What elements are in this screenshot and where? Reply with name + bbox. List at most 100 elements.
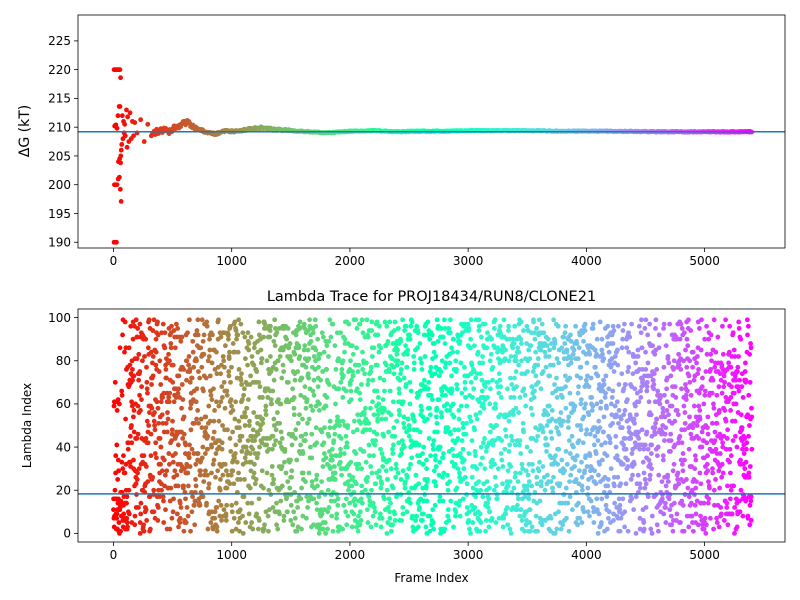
lambda-point <box>260 395 265 400</box>
lambda-point <box>393 461 399 467</box>
lambda-point <box>137 530 143 536</box>
lambda-point <box>652 351 658 357</box>
lambda-point <box>445 513 451 519</box>
lambda-point <box>582 405 587 411</box>
lambda-point <box>649 530 655 536</box>
lambda-point <box>206 481 212 487</box>
lambda-point <box>391 328 397 333</box>
lambda-point <box>379 416 385 422</box>
lambda-point <box>407 401 413 407</box>
lambda-point <box>185 470 191 476</box>
lambda-point <box>506 448 512 454</box>
lambda-point <box>219 446 225 452</box>
lambda-point <box>665 354 671 359</box>
lambda-point <box>356 362 362 368</box>
lambda-point <box>135 470 140 476</box>
lambda-point <box>384 530 390 536</box>
lambda-point <box>612 354 618 359</box>
lambda-point <box>348 459 354 465</box>
lambda-point <box>292 377 298 383</box>
lambda-point <box>386 369 392 374</box>
lambda-point <box>206 485 211 491</box>
lambda-point <box>449 388 455 394</box>
lambda-point <box>607 440 613 446</box>
lambda-point <box>221 358 227 364</box>
lambda-point <box>209 444 215 450</box>
lambda-point <box>187 317 192 323</box>
lambda-point <box>720 323 725 329</box>
lambda-point <box>299 375 305 381</box>
dg-point <box>116 174 122 180</box>
lambda-point <box>236 418 242 424</box>
lambda-point <box>192 498 198 504</box>
lambda-point <box>350 429 356 435</box>
lambda-point <box>141 522 147 528</box>
lambda-point <box>743 459 749 465</box>
lambda-point <box>529 384 535 390</box>
lambda-point <box>701 526 707 532</box>
lambda-point <box>649 513 655 519</box>
lambda-point <box>171 496 176 502</box>
lambda-point <box>145 440 151 446</box>
lambda-point <box>345 423 351 428</box>
lambda-point <box>188 528 193 534</box>
lambda-point <box>437 498 443 504</box>
lambda-point <box>487 509 493 515</box>
lambda-point <box>153 440 159 446</box>
lambda-point <box>241 494 247 500</box>
lambda-point <box>118 528 123 534</box>
lambda-point <box>672 384 678 390</box>
lambda-point <box>446 518 452 523</box>
lambda-point <box>546 403 552 409</box>
lambda-point <box>583 431 589 437</box>
lambda-point <box>375 395 381 400</box>
lambda-point <box>180 436 186 441</box>
lambda-point <box>306 356 312 362</box>
lambda-point <box>610 341 616 346</box>
lambda-point <box>507 479 513 484</box>
lambda-point <box>275 526 281 532</box>
lambda-point <box>462 386 468 392</box>
lambda-point <box>598 520 604 525</box>
lambda-point <box>641 446 647 452</box>
lambda-point <box>656 472 662 478</box>
lambda-point <box>604 453 610 459</box>
lambda-point <box>590 321 596 327</box>
dg-x-tick-label: 5000 <box>689 254 720 268</box>
lambda-point <box>220 423 225 428</box>
lambda-point <box>738 336 744 342</box>
lambda-point <box>138 500 144 506</box>
lambda-point <box>168 341 174 346</box>
lambda-point <box>315 384 321 390</box>
lambda-point <box>377 511 383 517</box>
lambda-point <box>370 377 376 383</box>
lambda-point <box>337 423 342 428</box>
lambda-point <box>724 436 730 441</box>
lambda-point <box>595 438 601 444</box>
lambda-point <box>226 373 232 379</box>
lambda-point <box>287 485 293 491</box>
lambda-point <box>709 390 715 396</box>
lambda-point <box>390 522 396 528</box>
lambda-point <box>410 513 415 519</box>
lambda-point <box>501 515 507 521</box>
lambda-point <box>343 509 349 515</box>
lambda-point <box>212 515 218 521</box>
lambda-point <box>153 362 159 368</box>
lambda-point <box>469 362 475 368</box>
lambda-point <box>227 323 233 329</box>
lambda-point <box>711 317 717 323</box>
lambda-point <box>145 345 151 351</box>
lambda-point <box>385 505 391 510</box>
lambda-point <box>414 323 420 329</box>
lambda-point <box>711 487 717 493</box>
lambda-point <box>538 347 544 353</box>
lambda-point <box>595 373 601 379</box>
lambda-point <box>289 442 295 448</box>
lambda-point <box>630 371 636 377</box>
lambda-point <box>242 334 248 340</box>
lambda-point <box>226 336 231 342</box>
lambda-point <box>394 418 400 424</box>
lambda-point <box>692 466 698 472</box>
lambda-point <box>576 468 582 474</box>
